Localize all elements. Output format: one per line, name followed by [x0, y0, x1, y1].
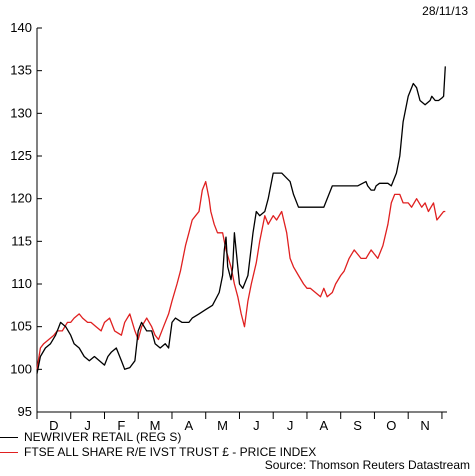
y-tick-label: 105 — [10, 319, 32, 334]
y-tick-label: 130 — [10, 105, 32, 120]
x-tick-label: J — [253, 418, 260, 433]
legend-label: FTSE ALL SHARE R/E IVST TRUST £ - PRICE … — [24, 445, 317, 459]
source-note: Source: Thomson Reuters Datastream — [264, 458, 470, 472]
x-tick-label: J — [84, 418, 91, 433]
line-chart: 95 100 105 110 115 120 125 130 135 140 D J F M A M J J A S O… — [10, 20, 447, 433]
x-tick-label: N — [420, 418, 429, 433]
y-tick-label: 140 — [10, 20, 32, 35]
y-tick-label: 135 — [10, 63, 32, 78]
legend-item-newriver: NEWRIVER RETAIL (REG S) — [0, 429, 181, 445]
y-tick-label: 110 — [11, 276, 32, 291]
x-tick-label: A — [185, 418, 194, 433]
x-tick-label: F — [117, 418, 125, 433]
legend-label: NEWRIVER RETAIL (REG S) — [24, 430, 182, 444]
series-line-newriver — [36, 66, 446, 374]
y-tick-label: 125 — [10, 148, 32, 163]
x-tick-label: J — [287, 418, 294, 433]
x-tick-label: A — [319, 418, 328, 433]
legend-swatch-black — [0, 436, 18, 438]
y-tick-label: 100 — [10, 361, 32, 376]
y-tick-label: 120 — [10, 191, 32, 206]
legend-item-ftse: FTSE ALL SHARE R/E IVST TRUST £ - PRICE … — [0, 444, 316, 460]
date-label: 28/11/13 — [422, 4, 468, 18]
y-tick-label: 95 — [18, 404, 32, 419]
series-line-ftse — [36, 180, 446, 370]
x-tick-label: S — [353, 418, 362, 433]
y-tick-label: 115 — [11, 233, 32, 248]
x-tick-label: M — [217, 418, 228, 433]
x-tick-label: M — [150, 418, 161, 433]
x-tick-label: O — [386, 418, 396, 433]
x-tick-label: D — [49, 418, 58, 433]
legend-swatch-red — [0, 451, 18, 453]
